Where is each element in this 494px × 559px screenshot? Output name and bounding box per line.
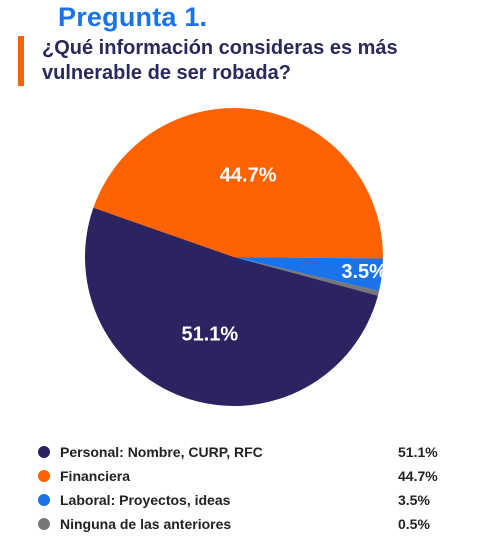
legend-item-personal: Personal: Nombre, CURP, RFC 51.1%: [38, 440, 458, 464]
slice-label-personal: 51.1%: [181, 324, 238, 346]
legend-label-personal: Personal: Nombre, CURP, RFC: [60, 444, 263, 460]
pie-slice-laboral: [234, 257, 383, 292]
legend-label-financiera: Financiera: [60, 468, 131, 484]
pie-chart-svg: 51.1% 44.7% 3.5%: [84, 108, 387, 407]
question-line-2: vulnerable de ser robada?: [42, 62, 291, 84]
legend-swatch-personal: [38, 446, 50, 458]
legend-value-personal: 51.1%: [398, 444, 438, 460]
pie-slice-personal: [84, 207, 378, 407]
slice-label-laboral: 3.5%: [341, 261, 387, 283]
legend-swatch-financiera: [38, 470, 50, 482]
legend-label-laboral: Laboral: Proyectos, ideas: [60, 492, 231, 508]
page-title: Pregunta 1.: [58, 2, 208, 32]
pie-slice-financiera: [93, 108, 383, 259]
pie-chart: 51.1% 44.7% 3.5%: [84, 108, 387, 407]
legend-item-laboral: Laboral: Proyectos, ideas 3.5%: [38, 488, 458, 512]
legend-value-financiera: 44.7%: [398, 468, 438, 484]
legend-value-ninguna: 0.5%: [398, 516, 430, 532]
slice-label-financiera: 44.7%: [220, 165, 277, 187]
chart-legend: Personal: Nombre, CURP, RFC 51.1% Financ…: [38, 440, 458, 536]
legend-item-ninguna: Ninguna de las anteriores 0.5%: [38, 512, 458, 536]
legend-item-financiera: Financiera 44.7%: [38, 464, 458, 488]
legend-label-ninguna: Ninguna de las anteriores: [60, 516, 232, 532]
legend-value-laboral: 3.5%: [398, 492, 430, 508]
question-line-1: ¿Qué información consideras es más: [42, 37, 398, 59]
legend-swatch-laboral: [38, 494, 50, 506]
question-text: ¿Qué información consideras es más vulne…: [42, 36, 482, 86]
legend-swatch-ninguna: [38, 518, 50, 530]
accent-bar: [18, 36, 24, 86]
pie-slice-ninguna: [234, 257, 380, 296]
